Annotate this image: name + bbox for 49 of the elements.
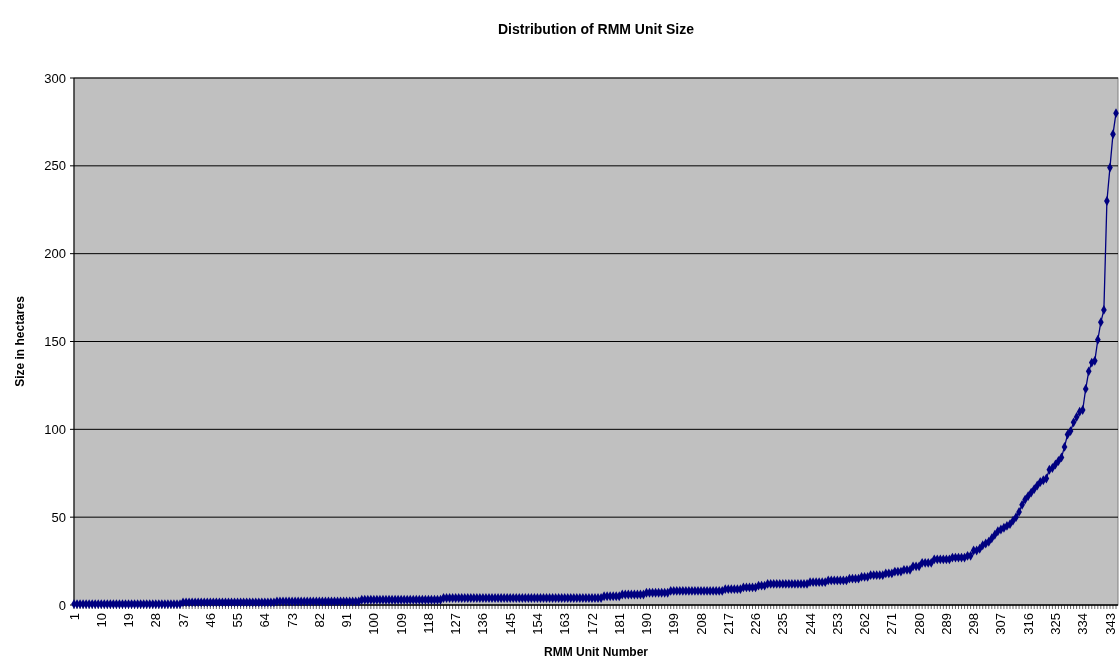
x-tick-label: 190: [639, 613, 655, 635]
x-tick-label: 46: [202, 613, 218, 628]
x-tick-label: 253: [829, 613, 845, 635]
x-tick-label: 100: [366, 613, 382, 635]
y-tick-label: 150: [44, 334, 66, 350]
x-tick-label: 10: [93, 613, 109, 628]
y-tick-label: 250: [44, 158, 66, 174]
x-tick-label: 307: [993, 613, 1009, 635]
x-tick-label: 154: [530, 613, 545, 635]
y-tick-label: 50: [51, 509, 66, 525]
x-tick-label: 145: [502, 613, 518, 635]
x-tick-label: 37: [175, 613, 191, 628]
chart-title: Distribution of RMM Unit Size: [498, 21, 695, 37]
x-tick-label: 334: [1075, 613, 1091, 635]
x-tick-label: 1: [66, 613, 82, 621]
x-tick-label: 235: [775, 613, 791, 635]
x-tick-label: 262: [857, 613, 873, 635]
x-tick-label: 109: [393, 613, 409, 635]
x-tick-label: 82: [311, 613, 327, 628]
x-tick-label: 136: [475, 613, 491, 635]
x-tick-label: 163: [557, 613, 573, 635]
x-axis-title: RMM Unit Number: [544, 645, 649, 659]
x-tick-label: 226: [748, 613, 764, 635]
x-tick-label: 181: [611, 613, 627, 635]
x-tick-label: 172: [584, 613, 600, 635]
x-tick-label: 28: [148, 613, 164, 628]
x-tick-label: 289: [938, 613, 954, 635]
y-tick-label: 300: [44, 70, 66, 86]
x-tick-label: 217: [720, 613, 736, 635]
x-tick-label: 73: [284, 613, 300, 628]
x-tick-label: 208: [693, 613, 709, 635]
y-tick-label: 200: [44, 246, 66, 262]
y-tick-label: 0: [58, 597, 66, 613]
x-tick-label: 280: [911, 613, 927, 635]
x-tick-label: 19: [121, 613, 137, 628]
y-tick-label: 100: [44, 421, 66, 437]
x-tick-label: 325: [1047, 613, 1063, 635]
x-tick-label: 64: [257, 613, 273, 628]
x-tick-label: 118: [420, 613, 436, 634]
y-axis-title: Size in hectares: [13, 295, 28, 387]
x-tick-label: 298: [966, 613, 982, 635]
x-tick-label: 55: [230, 613, 246, 628]
x-tick-label: 343: [1102, 613, 1118, 635]
x-tick-label: 244: [802, 613, 818, 635]
x-tick-label: 316: [1020, 613, 1036, 635]
x-tick-label: 91: [339, 613, 355, 628]
x-tick-label: 271: [884, 613, 900, 635]
x-tick-label: 127: [448, 613, 464, 635]
x-tick-label: 199: [666, 613, 682, 635]
